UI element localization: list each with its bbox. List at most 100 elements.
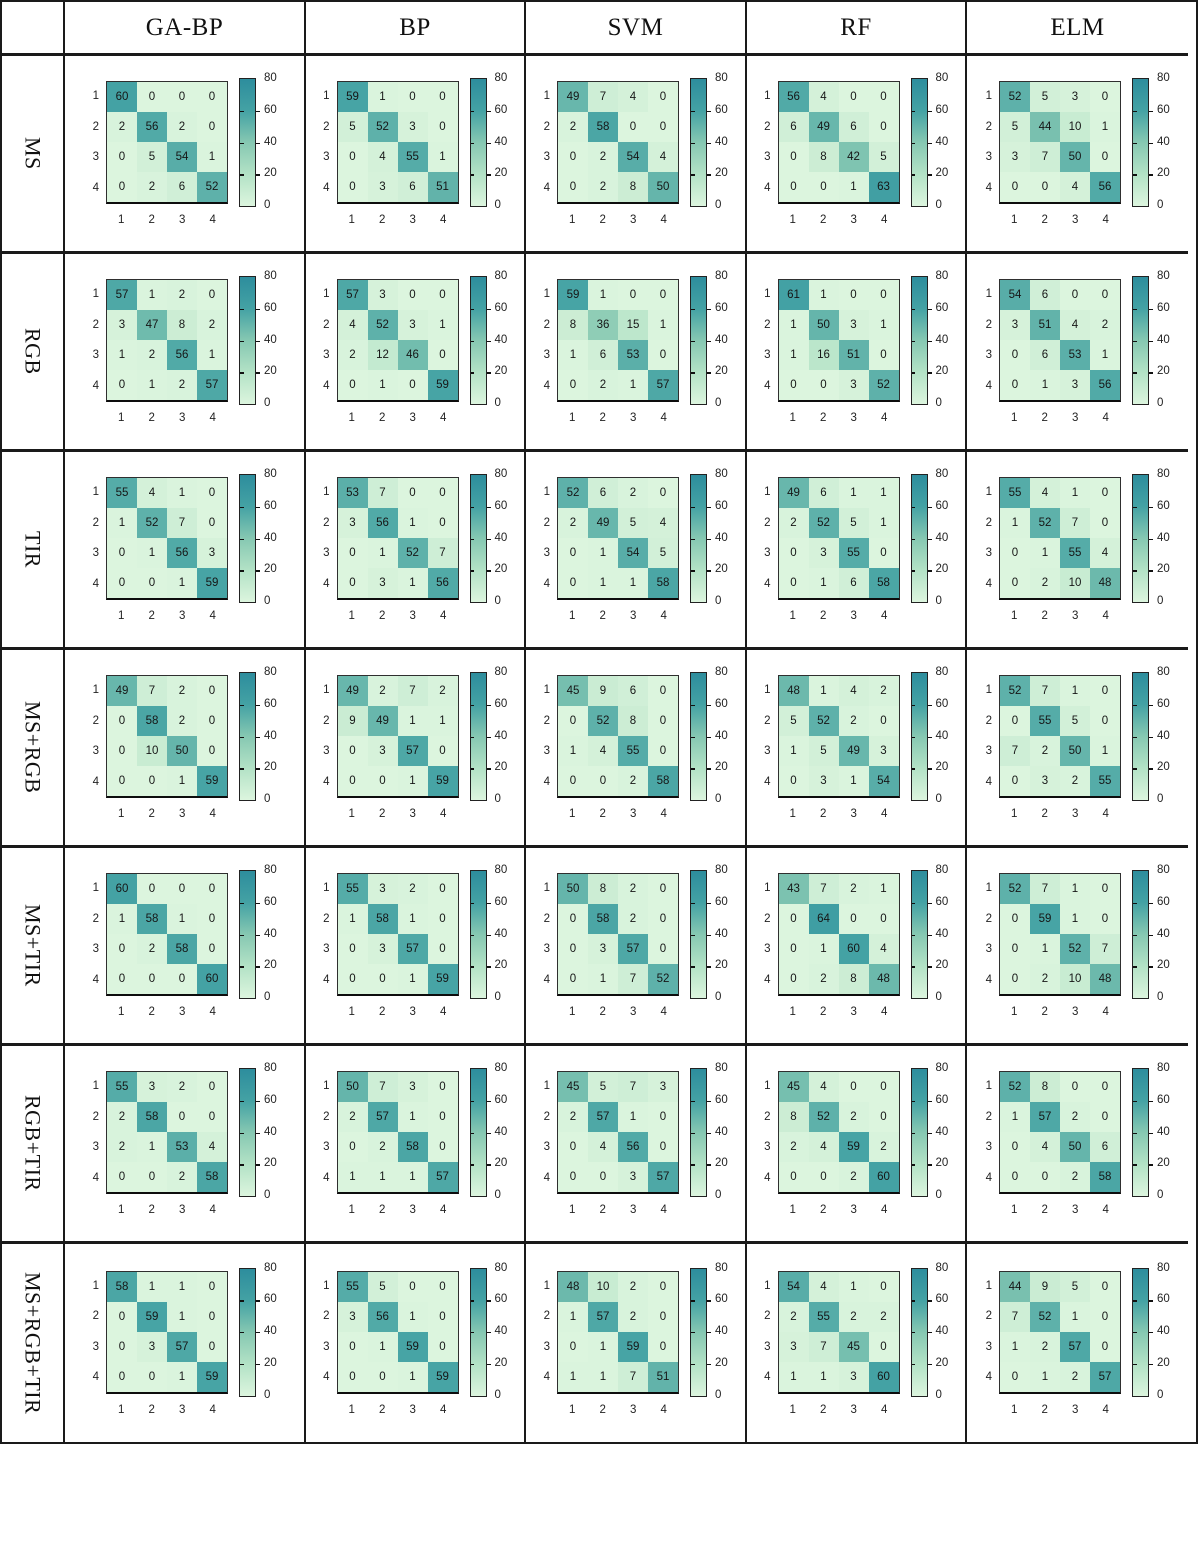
matrix-cell: 2 [868, 1132, 899, 1162]
x-tick-label: 2 [599, 808, 606, 820]
colorbar-label: 0 [935, 1388, 942, 1401]
subplot-cell: 1 2 3 4 56 4 0 0 6 49 6 0 0 8 42 5 0 0 1 63 80 60 40 20 0 1 2 3 4 [747, 56, 967, 254]
colorbar-label: 40 [935, 333, 949, 346]
colorbar-label: 40 [1157, 1325, 1170, 1337]
matrix-cell: 0 [427, 478, 458, 508]
colorbar-tick [486, 506, 491, 509]
x-tick-label: 2 [379, 1204, 386, 1216]
colorbar-label: 80 [1157, 1261, 1170, 1274]
heatmap: 50 7 3 0 2 57 1 0 0 2 58 0 1 1 1 57 [336, 1071, 459, 1194]
colorbar-tick [240, 768, 244, 770]
subplot-cell: 1 2 3 4 45 4 0 0 8 52 2 0 2 4 59 2 0 0 2 60 80 60 40 20 0 1 2 3 4 [747, 1046, 967, 1244]
matrix-cell: 1 [558, 736, 588, 766]
colorbar [910, 276, 932, 405]
matrix-cell: 2 [167, 280, 197, 310]
matrix-cell: 5 [808, 736, 839, 766]
plot-row: 1 2 3 4 50 7 3 0 2 57 1 0 0 2 58 0 1 1 1 57 80 60 40 20 0 [316, 1062, 515, 1201]
colorbar-label: 20 [935, 1157, 949, 1170]
confusion-matrix-subplot: 1 2 3 4 55 3 2 0 1 58 1 0 0 3 57 0 0 0 1 59 80 60 40 20 0 1 2 3 4 [316, 864, 515, 1018]
matrix-cell: 49 [558, 82, 588, 112]
colorbar [1132, 1267, 1153, 1397]
matrix-cell: 0 [197, 904, 227, 934]
matrix-cell: 1 [558, 1361, 588, 1392]
x-tick-label: 2 [148, 1204, 155, 1216]
colorbar-tick [927, 1100, 932, 1103]
matrix-cell: 7 [137, 676, 167, 706]
y-tick-label: 4 [92, 181, 99, 194]
matrix-cell: 1 [367, 1162, 398, 1192]
y-tick-label: 4 [92, 1371, 99, 1384]
x-tick-label: 1 [348, 1006, 355, 1018]
heatmap: 44 9 5 0 7 52 1 0 1 2 57 0 0 1 2 57 [999, 1270, 1121, 1394]
colorbar-tick [911, 538, 915, 540]
matrix-cell: 49 [588, 508, 618, 538]
subplot-cell: 1 2 3 4 60 0 0 0 1 58 1 0 0 2 58 0 0 0 0 60 80 60 40 20 0 1 2 3 4 [65, 848, 306, 1046]
matrix-cell: 57 [197, 370, 227, 400]
colorbar-labels: 80 60 40 20 0 [935, 270, 956, 409]
x-tick-label: 2 [148, 1403, 155, 1416]
colorbar-tick [691, 768, 695, 770]
y-tick-label: 2 [764, 912, 771, 925]
matrix-cell: 1 [618, 1102, 648, 1132]
colorbar-labels: 80 60 40 20 0 [264, 1062, 284, 1201]
colorbar-labels: 80 60 40 20 0 [495, 1262, 515, 1401]
heatmap: 57 3 0 0 4 52 3 1 2 12 46 0 0 1 0 59 [336, 279, 459, 402]
matrix-cell: 0 [588, 766, 618, 796]
heatmap: 53 7 0 0 3 56 1 0 0 1 52 7 0 3 1 56 [336, 477, 459, 600]
y-tick-label: 3 [323, 745, 330, 758]
y-tick-label: 1 [92, 288, 99, 301]
matrix-cell: 4 [137, 478, 167, 508]
subplot-cell: 1 2 3 4 49 7 2 0 0 58 2 0 0 10 50 0 0 0 1 59 80 60 40 20 0 1 2 3 4 [65, 650, 306, 848]
colorbar-tick [240, 1164, 244, 1166]
plot-row: 1 2 3 4 49 7 2 0 0 58 2 0 0 10 50 0 0 0 1 59 80 60 40 20 0 [85, 666, 284, 805]
colorbar-tick [1149, 1332, 1153, 1334]
colorbar-tick [1133, 1300, 1137, 1302]
matrix-cell: 3 [367, 568, 398, 598]
colorbar-tick [1133, 1132, 1137, 1134]
colorbar-zone: 80 60 40 20 0 [910, 666, 956, 805]
matrix-cell: 45 [778, 1072, 809, 1102]
y-tick-label: 3 [985, 349, 992, 362]
row-header-label: TIR [20, 531, 46, 568]
matrix-cell: 0 [868, 340, 899, 370]
matrix-cell: 52 [1030, 508, 1060, 538]
y-tick-label: 4 [543, 1171, 550, 1184]
colorbar-tick [486, 372, 491, 374]
colorbar-labels: 80 60 40 20 0 [1157, 1062, 1177, 1201]
colorbar-tick [256, 966, 260, 968]
matrix-cell: 0 [778, 766, 809, 796]
matrix-cell: 5 [337, 112, 368, 142]
colorbar-tick [707, 1300, 711, 1302]
column-header-bp: BP [306, 2, 526, 56]
matrix-cell: 59 [427, 1361, 458, 1392]
matrix-cell: 2 [337, 340, 368, 370]
matrix-cell: 0 [427, 82, 458, 112]
colorbar-label: 60 [264, 103, 277, 116]
colorbar-label: 60 [1157, 697, 1170, 710]
matrix-cell: 6 [397, 172, 428, 202]
colorbar-tick [486, 1132, 491, 1134]
colorbar-label: 20 [715, 563, 728, 576]
matrix-cell: 6 [1090, 1132, 1120, 1162]
colorbar-label: 40 [494, 333, 508, 346]
matrix-cell: 58 [397, 1132, 428, 1162]
matrix-cell: 7 [367, 478, 398, 508]
colorbar-label: 40 [1157, 1125, 1170, 1138]
colorbar-label: 80 [715, 666, 728, 678]
y-tick-label: 2 [764, 1110, 771, 1123]
x-tick-label: 1 [569, 1006, 576, 1018]
matrix-cell: 55 [1090, 766, 1120, 796]
matrix-cell: 1 [137, 1132, 167, 1162]
matrix-cell: 58 [1090, 1162, 1120, 1192]
colorbar-zone: 80 60 40 20 0 [910, 1262, 956, 1401]
matrix-cell: 1 [868, 310, 899, 340]
plot-row: 1 2 3 4 52 7 1 0 0 55 5 0 7 2 50 1 0 3 2 55 80 60 40 20 0 [978, 666, 1177, 805]
matrix-cell: 44 [1000, 1271, 1030, 1302]
y-tick-label: 1 [543, 1279, 550, 1292]
x-tick-label: 4 [209, 1006, 216, 1018]
x-tick-label: 3 [850, 610, 857, 622]
x-tick-label: 3 [179, 808, 186, 820]
x-tick-label: 4 [440, 1006, 447, 1018]
matrix-cell: 55 [838, 538, 869, 568]
